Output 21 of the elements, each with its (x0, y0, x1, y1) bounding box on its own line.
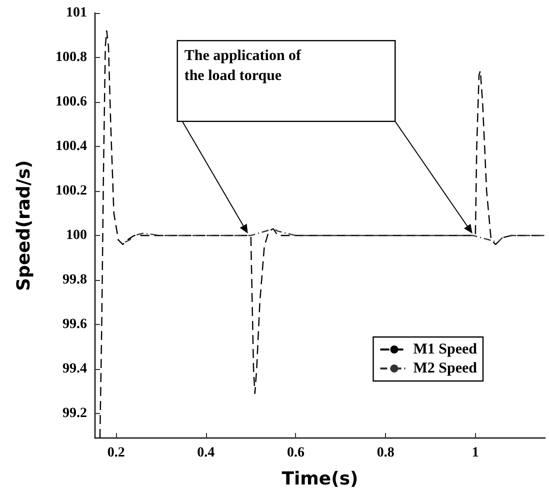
y-tick-label: 99.8 (62, 272, 87, 288)
x-tick-label: 0.4 (197, 446, 215, 460)
line-series (124, 228, 546, 243)
y-tick-label: 101 (66, 6, 87, 20)
y-tick-label: 100.8 (56, 50, 87, 66)
y-tick-label: 100.4 (56, 139, 87, 154)
annotation: The application of the load torque (184, 46, 302, 86)
y-tick-label: 100.2 (56, 184, 87, 199)
y-tick-label: 99.2 (62, 406, 87, 422)
x-tick-label: 0.8 (376, 446, 394, 460)
x-tick-label: 1 (472, 446, 479, 460)
y-tick-label: 99.4 (62, 362, 87, 377)
x-tick-label: 0.2 (107, 446, 125, 460)
x-tick-label: 0.6 (287, 446, 304, 460)
x-axis-title: Time(s) (282, 468, 358, 490)
y-tick-label: 100.6 (56, 94, 87, 110)
legend-label: M1 Speed (413, 342, 478, 358)
y-tick-label: 99.6 (62, 317, 87, 332)
y-axis-title: Speed(rad/s) (14, 160, 34, 291)
y-tick-label: 100 (66, 228, 87, 244)
legend-label: M2 Speed (413, 360, 478, 376)
